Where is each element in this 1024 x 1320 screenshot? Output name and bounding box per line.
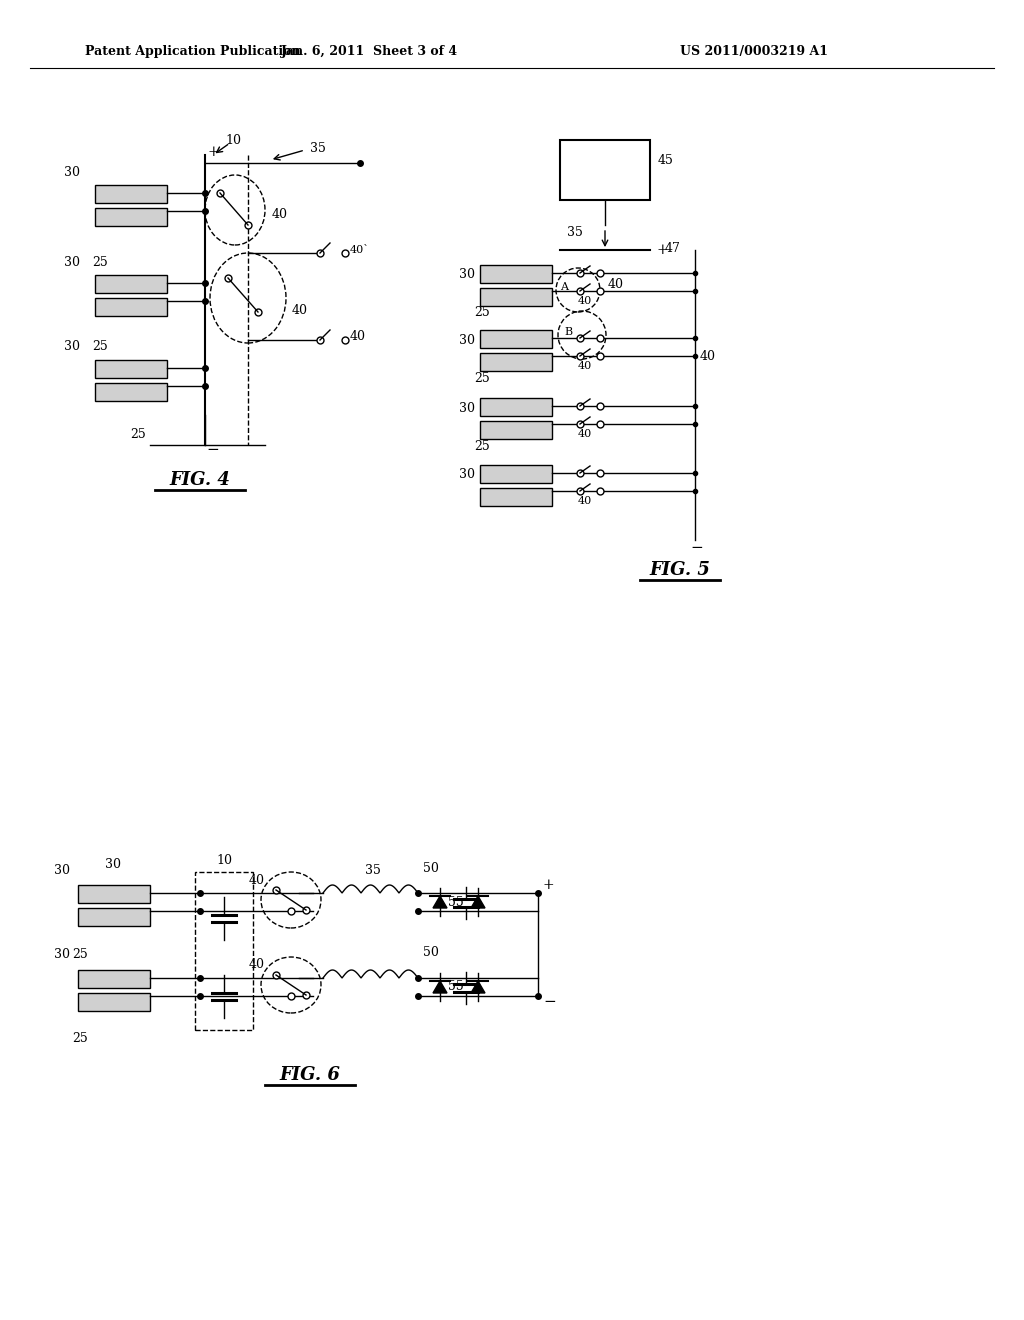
Bar [480,399,552,416]
Text: 40: 40 [608,279,624,292]
Bar [480,330,552,348]
Text: 30: 30 [54,863,70,876]
Polygon shape [471,896,485,908]
Bar [480,488,552,506]
Text: 10: 10 [216,854,232,866]
Text: −: − [690,541,703,554]
Bar [78,884,150,903]
Polygon shape [433,981,447,993]
Text: 25: 25 [474,440,490,453]
Text: +: + [656,243,668,257]
Text: 25: 25 [474,306,490,319]
Text: 25: 25 [474,371,490,384]
Text: FIG. 6: FIG. 6 [280,1067,340,1084]
Text: 50: 50 [423,946,439,960]
Bar [95,360,167,378]
Text: 40: 40 [249,958,265,972]
Text: 55: 55 [449,895,464,908]
Bar [195,873,253,1030]
Text: 45: 45 [658,153,674,166]
Text: 25: 25 [92,341,108,354]
Text: A: A [560,282,568,292]
Bar [95,275,167,293]
Text: 35: 35 [567,226,583,239]
Text: 30: 30 [459,401,475,414]
Text: US 2011/0003219 A1: US 2011/0003219 A1 [680,45,828,58]
Text: 30: 30 [105,858,121,871]
Text: 40: 40 [350,330,366,343]
Text: 30: 30 [63,256,80,268]
Text: 30: 30 [459,334,475,346]
Text: 40: 40 [578,296,592,306]
Text: 47: 47 [665,242,681,255]
Text: B: B [564,327,572,337]
Text: −: − [207,444,219,457]
Bar [480,288,552,306]
Text: 40: 40 [249,874,265,887]
Text: 25: 25 [92,256,108,268]
Bar [78,970,150,987]
Text: 25: 25 [73,949,88,961]
Text: 30: 30 [63,341,80,354]
Text: 40: 40 [578,429,592,440]
Text: −: − [543,995,556,1008]
Bar [78,993,150,1011]
Text: 40: 40 [578,360,592,371]
Bar [95,383,167,401]
Bar [95,185,167,203]
Text: 35: 35 [310,141,326,154]
Text: Jan. 6, 2011  Sheet 3 of 4: Jan. 6, 2011 Sheet 3 of 4 [282,45,459,58]
Bar [480,465,552,483]
Text: 50: 50 [423,862,439,874]
Text: 35: 35 [366,865,381,878]
Text: 30: 30 [63,165,80,178]
Text: 25: 25 [130,429,145,441]
Text: FIG. 5: FIG. 5 [649,561,711,579]
Bar [95,298,167,315]
Bar [560,140,650,201]
Text: 40: 40 [578,496,592,506]
Text: Patent Application Publication: Patent Application Publication [85,45,300,58]
Text: 40: 40 [272,209,288,222]
Text: 55: 55 [449,981,464,994]
Text: +: + [543,878,555,892]
Bar [480,352,552,371]
Text: 30: 30 [459,469,475,482]
Polygon shape [471,981,485,993]
Text: 40`: 40` [350,246,370,255]
Text: +: + [207,145,219,158]
Polygon shape [433,896,447,908]
Text: 30: 30 [54,949,70,961]
Text: 25: 25 [73,1031,88,1044]
Text: 30: 30 [459,268,475,281]
Text: 10: 10 [225,133,241,147]
Text: 40: 40 [292,304,308,317]
Bar [480,265,552,282]
Bar [95,209,167,226]
Text: FIG. 4: FIG. 4 [170,471,230,488]
Text: 40: 40 [700,350,716,363]
Bar [480,421,552,440]
Bar [78,908,150,927]
